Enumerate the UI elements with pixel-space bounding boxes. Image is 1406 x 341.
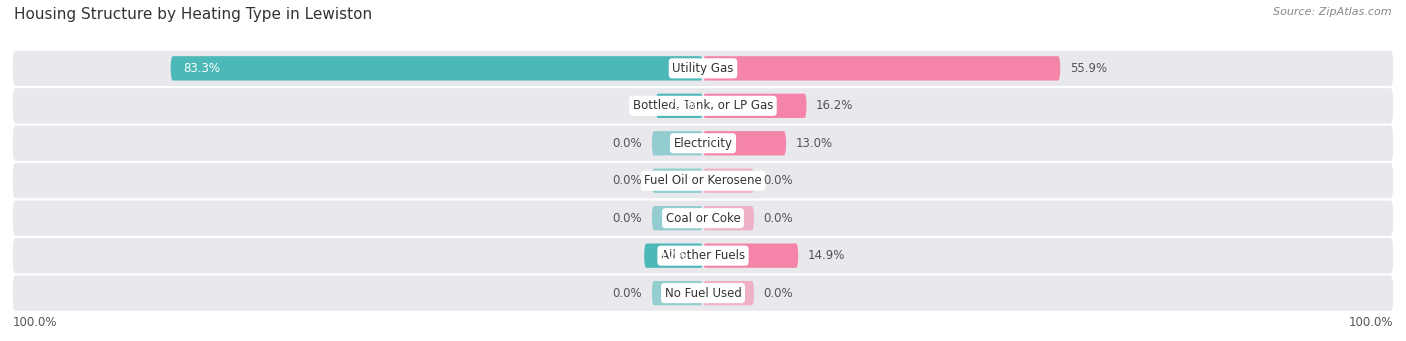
- FancyBboxPatch shape: [13, 163, 1393, 198]
- FancyBboxPatch shape: [170, 56, 703, 80]
- Text: Bottled, Tank, or LP Gas: Bottled, Tank, or LP Gas: [633, 99, 773, 112]
- Text: 9.2%: 9.2%: [657, 249, 688, 262]
- Text: 0.0%: 0.0%: [763, 212, 793, 225]
- Text: 0.0%: 0.0%: [763, 174, 793, 187]
- FancyBboxPatch shape: [13, 126, 1393, 161]
- FancyBboxPatch shape: [13, 51, 1393, 86]
- FancyBboxPatch shape: [703, 131, 786, 155]
- FancyBboxPatch shape: [703, 94, 807, 118]
- FancyBboxPatch shape: [652, 206, 703, 231]
- FancyBboxPatch shape: [703, 206, 754, 231]
- FancyBboxPatch shape: [655, 94, 703, 118]
- Text: All other Fuels: All other Fuels: [661, 249, 745, 262]
- Text: 0.0%: 0.0%: [763, 287, 793, 300]
- Text: 100.0%: 100.0%: [13, 315, 58, 329]
- Text: 16.2%: 16.2%: [815, 99, 853, 112]
- Text: 83.3%: 83.3%: [183, 62, 221, 75]
- Text: 55.9%: 55.9%: [1070, 62, 1107, 75]
- FancyBboxPatch shape: [703, 56, 1060, 80]
- FancyBboxPatch shape: [644, 243, 703, 268]
- FancyBboxPatch shape: [703, 168, 754, 193]
- Text: 0.0%: 0.0%: [613, 287, 643, 300]
- Text: 0.0%: 0.0%: [613, 137, 643, 150]
- Text: Fuel Oil or Kerosene: Fuel Oil or Kerosene: [644, 174, 762, 187]
- Text: 100.0%: 100.0%: [1348, 315, 1393, 329]
- Text: 0.0%: 0.0%: [613, 212, 643, 225]
- Text: Electricity: Electricity: [673, 137, 733, 150]
- Text: 7.4%: 7.4%: [668, 99, 699, 112]
- FancyBboxPatch shape: [652, 168, 703, 193]
- Text: Housing Structure by Heating Type in Lewiston: Housing Structure by Heating Type in Lew…: [14, 7, 373, 22]
- FancyBboxPatch shape: [703, 243, 799, 268]
- FancyBboxPatch shape: [13, 238, 1393, 273]
- FancyBboxPatch shape: [652, 281, 703, 305]
- FancyBboxPatch shape: [13, 201, 1393, 236]
- Text: Utility Gas: Utility Gas: [672, 62, 734, 75]
- Text: Coal or Coke: Coal or Coke: [665, 212, 741, 225]
- Text: 0.0%: 0.0%: [613, 174, 643, 187]
- Text: 13.0%: 13.0%: [796, 137, 832, 150]
- FancyBboxPatch shape: [703, 281, 754, 305]
- FancyBboxPatch shape: [13, 88, 1393, 123]
- Text: Source: ZipAtlas.com: Source: ZipAtlas.com: [1274, 7, 1392, 17]
- Text: 14.9%: 14.9%: [808, 249, 845, 262]
- FancyBboxPatch shape: [652, 131, 703, 155]
- FancyBboxPatch shape: [13, 276, 1393, 311]
- Text: No Fuel Used: No Fuel Used: [665, 287, 741, 300]
